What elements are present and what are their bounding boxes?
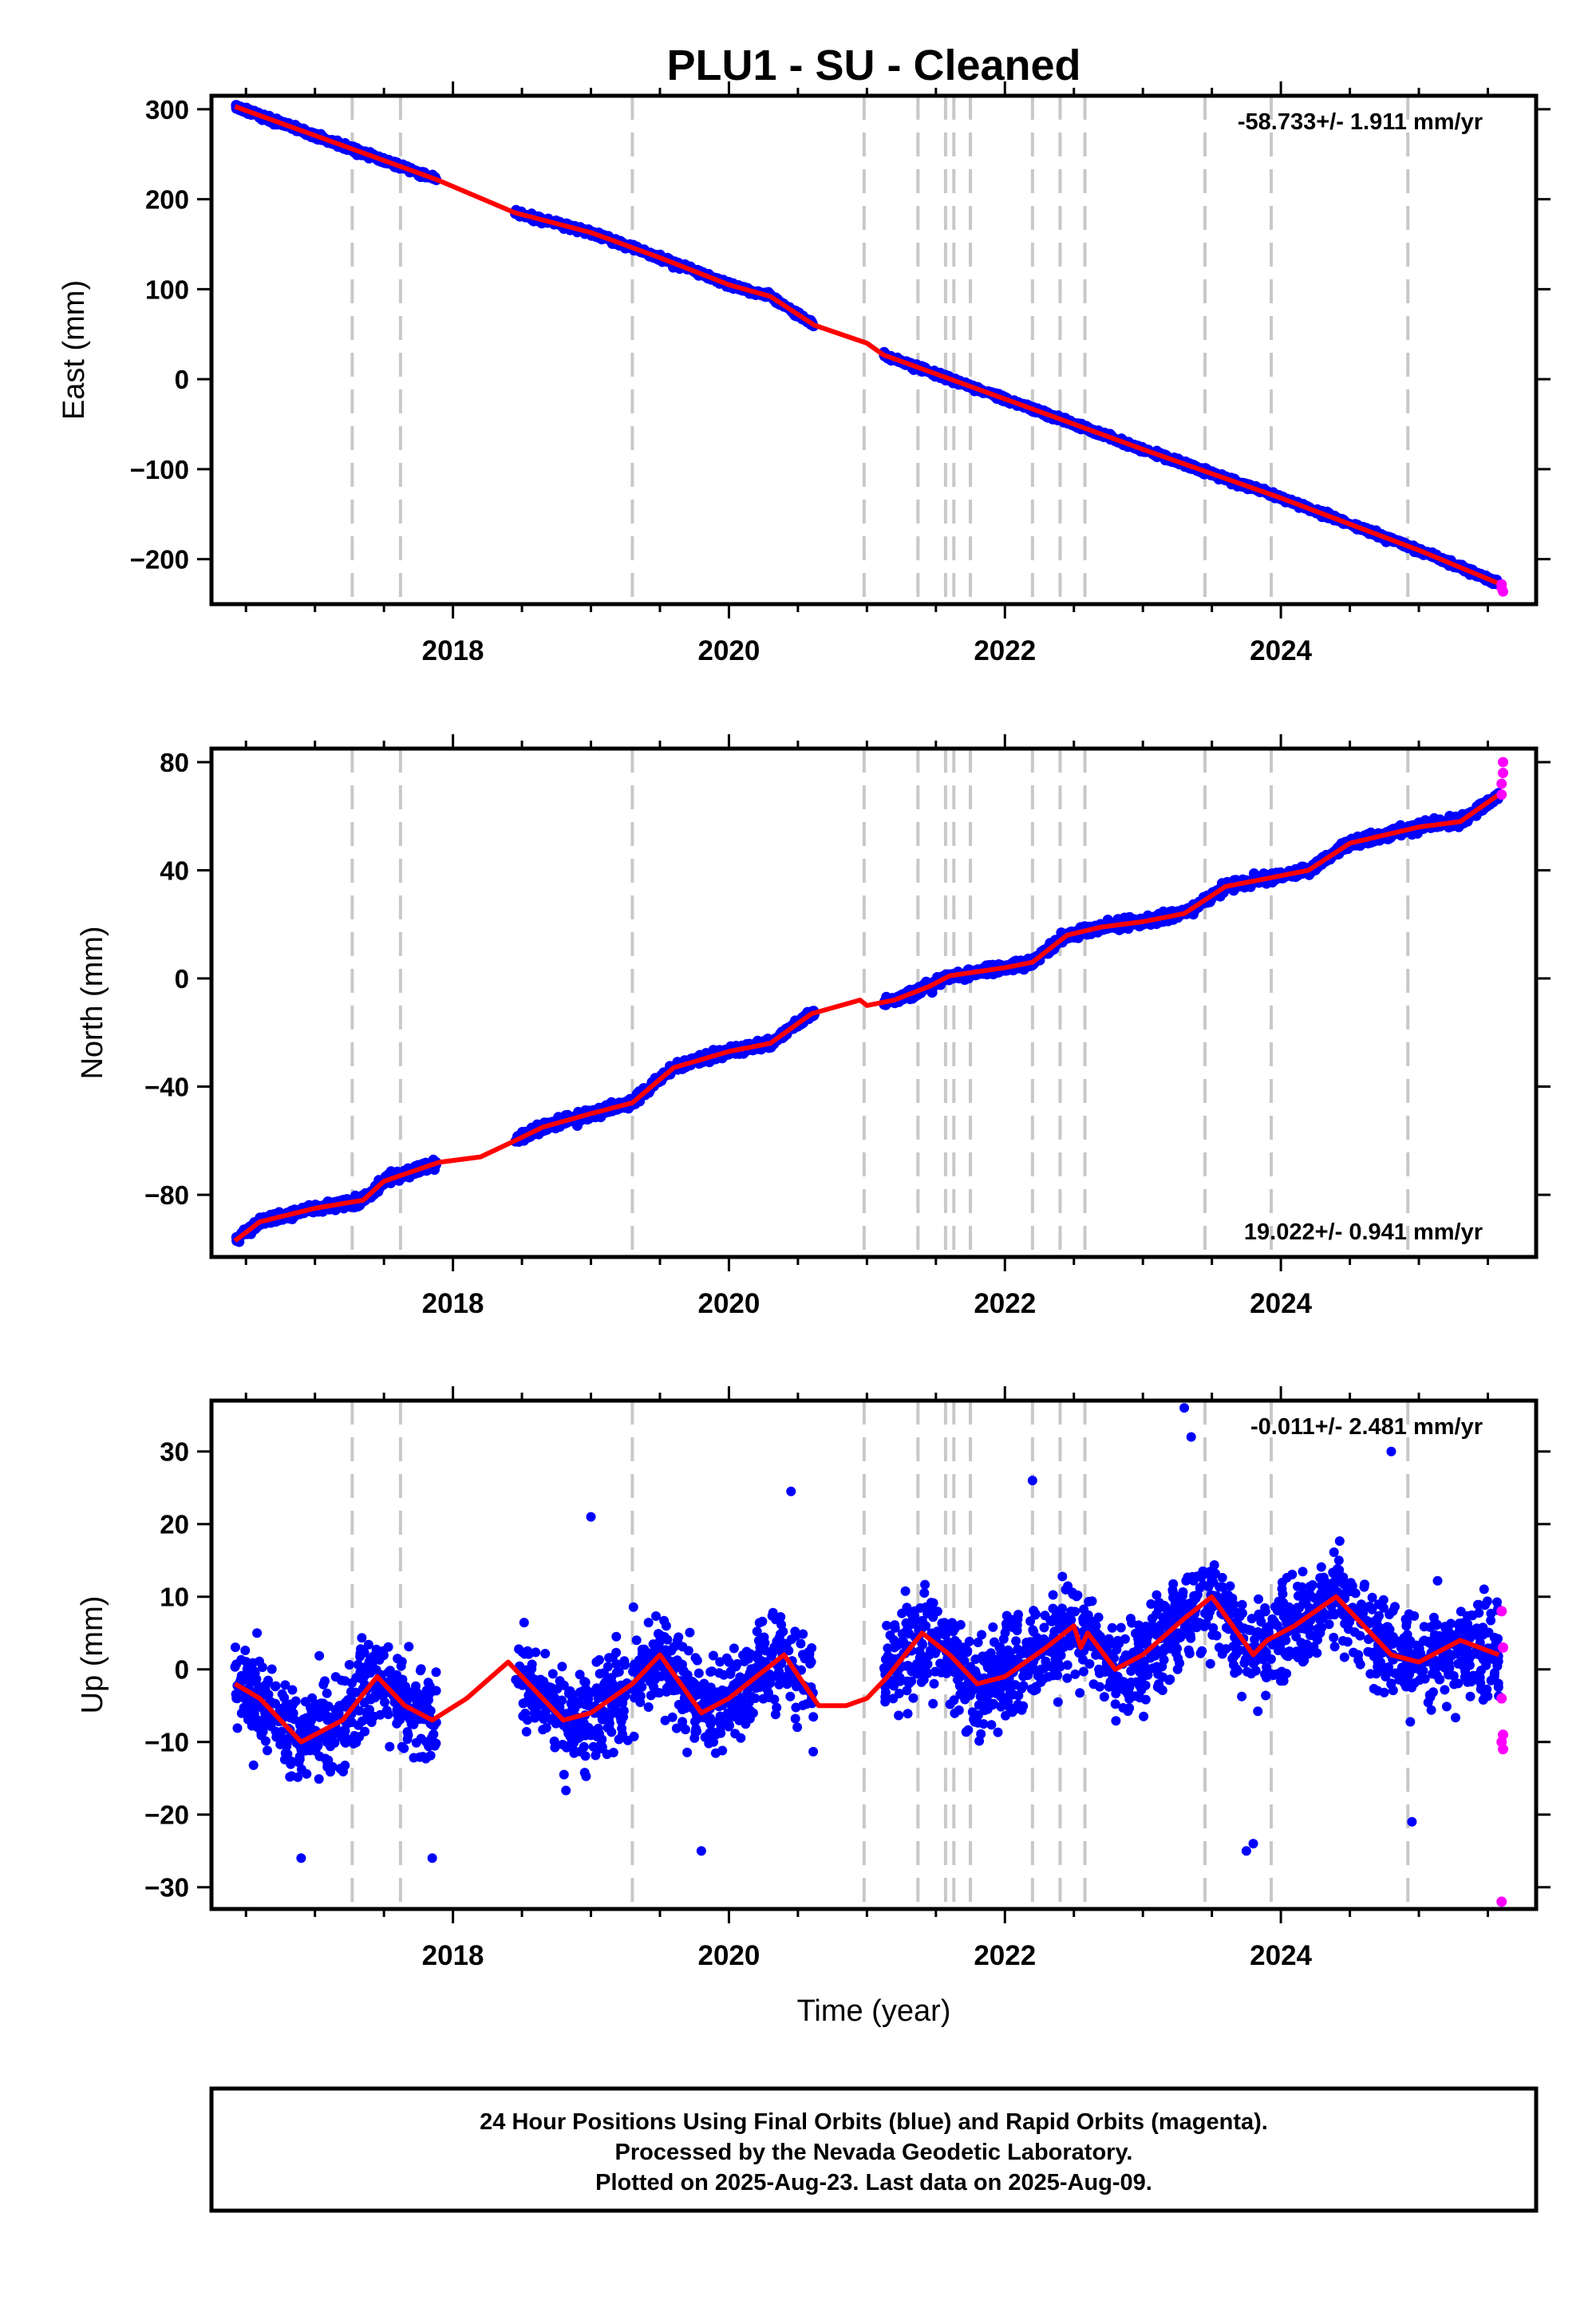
x-tick-label: 2020 <box>698 635 760 666</box>
final-orbit-points <box>231 788 1504 1247</box>
figure-title: PLU1 - SU - Cleaned <box>666 41 1080 89</box>
model-line <box>234 104 1500 586</box>
east-panel: −200 −100 0 100 200 300 2018 2020 2022 2024 East (… <box>57 81 1551 666</box>
event-lines <box>350 96 1410 604</box>
y-tick-label: 200 <box>145 185 189 215</box>
y-tick-label: 0 <box>175 365 189 394</box>
y-tick-label: −200 <box>130 545 189 575</box>
x-tick-label: 2022 <box>974 635 1036 666</box>
y-tick-label: 300 <box>145 95 189 124</box>
plot-frame <box>209 93 1539 607</box>
y-tick-label: −100 <box>130 455 189 484</box>
velocity-annotation: -58.733+/- 1.911 mm/yr <box>1238 109 1483 135</box>
y-tick-label: 100 <box>145 275 189 304</box>
rapid-orbit-point <box>1498 586 1508 597</box>
x-tick-label: 2018 <box>422 635 484 666</box>
x-tick-label: 2024 <box>1250 635 1312 666</box>
y-axis-label: East (mm) <box>57 280 91 420</box>
